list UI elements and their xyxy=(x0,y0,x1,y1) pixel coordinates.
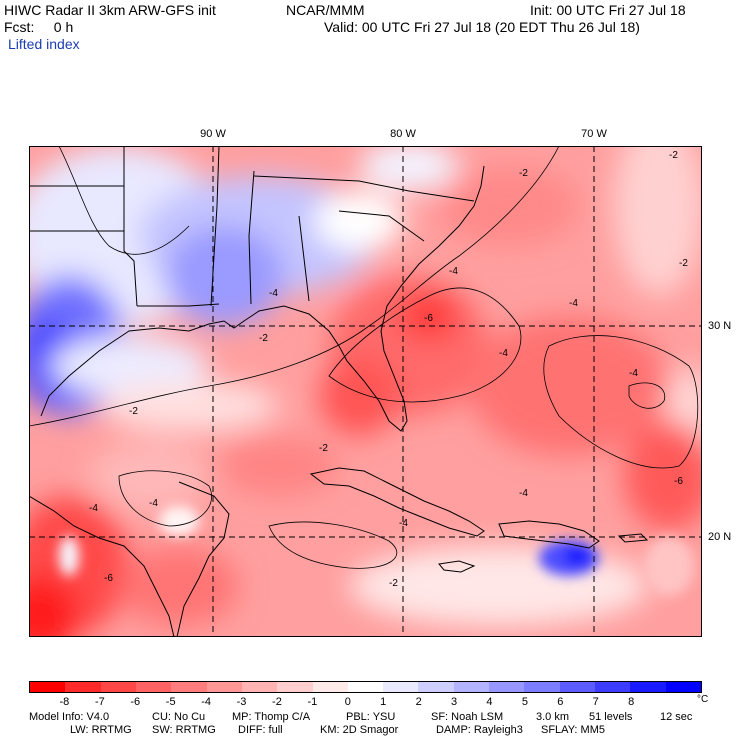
lon-label-80w: 80 W xyxy=(390,128,416,140)
field-detail xyxy=(59,506,694,596)
colorbar-unit: °C xyxy=(697,694,709,705)
model-info-item: DIFF: full xyxy=(238,724,283,736)
colorbar-segment xyxy=(630,682,666,692)
colorbar-segment xyxy=(277,682,313,692)
colorbar-tick-label: 8 xyxy=(628,696,635,708)
contour-label: -6 xyxy=(424,313,433,324)
model-info-item: 12 sec xyxy=(660,711,693,723)
colorbar-tick-label: 4 xyxy=(486,696,493,708)
colorbar xyxy=(29,681,702,693)
contour-label: -2 xyxy=(129,406,138,417)
colorbar-tick-label: 0 xyxy=(344,696,351,708)
model-info-item: 51 levels xyxy=(589,711,633,723)
model-info-item: KM: 2D Smagor xyxy=(320,724,399,736)
contour-label: -4 xyxy=(519,488,528,499)
init-time: Init: 00 UTC Fri 27 Jul 18 xyxy=(530,2,686,18)
contour-label: -6 xyxy=(104,573,113,584)
colorbar-tick-label: -2 xyxy=(272,696,282,708)
graticule xyxy=(29,146,702,637)
contour-label: -2 xyxy=(319,443,328,454)
colorbar-segment xyxy=(665,682,701,692)
model-info-item: CU: No Cu xyxy=(152,711,206,723)
colorbar-tick-label: -3 xyxy=(236,696,247,708)
lat-label-30n: 30 N xyxy=(708,320,732,332)
contour-label: -4 xyxy=(569,298,578,309)
model-info-item: 3.0 km xyxy=(536,711,570,723)
colorbar-segment xyxy=(135,682,172,692)
colorbar-segment xyxy=(241,682,278,692)
organization: NCAR/MMM xyxy=(286,2,365,18)
contour-label: -6 xyxy=(674,476,683,487)
model-info-item: SFLAY: MM5 xyxy=(541,724,605,736)
model-title: HIWC Radar II 3km ARW-GFS init xyxy=(4,2,216,18)
map-border xyxy=(29,146,702,637)
colorbar-tick-label: -8 xyxy=(59,696,70,708)
model-info-item: PBL: YSU xyxy=(346,711,396,723)
model-info-item: LW: RRTMG xyxy=(70,724,132,736)
contour-label: -2 xyxy=(389,578,398,589)
colorbar-tick-label: -1 xyxy=(307,696,318,708)
model-info-item: SW: RRTMG xyxy=(152,724,216,736)
model-info-item: Model Info: V4.0 xyxy=(29,711,110,723)
forecast-hour: Fcst: 0 h xyxy=(4,19,74,35)
contour-label: -2 xyxy=(519,168,528,179)
colorbar-segment xyxy=(453,682,490,692)
contours xyxy=(29,146,699,569)
colorbar-segment xyxy=(30,682,66,692)
colorbar-segment xyxy=(347,682,384,692)
colorbar-tick-label: -7 xyxy=(94,696,105,708)
model-info-item: SF: Noah LSM xyxy=(431,711,504,723)
colorbar-tick-label: -6 xyxy=(130,696,141,708)
colorbar-segment xyxy=(206,682,242,692)
colorbar-tick-label: -4 xyxy=(201,696,211,708)
model-info-item: DAMP: Rayleigh3 xyxy=(436,724,523,736)
colorbar-segment xyxy=(559,682,595,692)
contour-label: -4 xyxy=(629,368,638,379)
field-name: Lifted index xyxy=(8,36,80,52)
contour-label: -2 xyxy=(679,258,688,269)
colorbar-segment xyxy=(312,682,348,692)
lat-label-20n: 20 N xyxy=(708,531,732,543)
colorbar-segment xyxy=(489,682,525,692)
lon-label-70w: 70 W xyxy=(581,128,607,140)
colorbar-tick-label: 7 xyxy=(592,696,599,708)
colorbar-segment xyxy=(65,682,101,692)
contour-labels: -2 -2 -2 -2 -2 -2 -2 -4 -4 -4 -4 -4 -4 -… xyxy=(89,150,688,589)
colorbar-segment xyxy=(524,682,560,692)
contour-label: -4 xyxy=(499,348,508,359)
valid-time: Valid: 00 UTC Fri 27 Jul 18 (20 EDT Thu … xyxy=(324,19,640,35)
colorbar-tick-label: 3 xyxy=(450,696,458,708)
colorbar-segment xyxy=(595,682,631,692)
colorbar-segment xyxy=(100,682,136,692)
colorbar-tick-label: 2 xyxy=(415,696,422,708)
contour-label: -4 xyxy=(449,266,458,277)
contour-label: -4 xyxy=(89,503,98,514)
lifted-index-map: -2 -2 -2 -2 -2 -2 -2 -4 -4 -4 -4 -4 -4 -… xyxy=(29,146,702,637)
lon-label-90w: 90 W xyxy=(200,128,226,140)
colorbar-segment xyxy=(418,682,454,692)
colorbar-tick-label: 5 xyxy=(521,696,528,708)
contour-label: -4 xyxy=(269,288,278,299)
model-info-item: MP: Thomp C/A xyxy=(232,711,311,723)
contour-label: -2 xyxy=(259,333,268,344)
contour-label: -2 xyxy=(669,150,678,161)
colorbar-segment xyxy=(383,682,419,692)
colorbar-tick-label: 1 xyxy=(380,696,387,708)
colorbar-tick-label: 6 xyxy=(557,696,564,708)
contour-label: -4 xyxy=(399,518,408,529)
colorbar-segment xyxy=(171,682,207,692)
colorbar-tick-label: -5 xyxy=(165,696,176,708)
contour-label: -4 xyxy=(149,498,158,509)
